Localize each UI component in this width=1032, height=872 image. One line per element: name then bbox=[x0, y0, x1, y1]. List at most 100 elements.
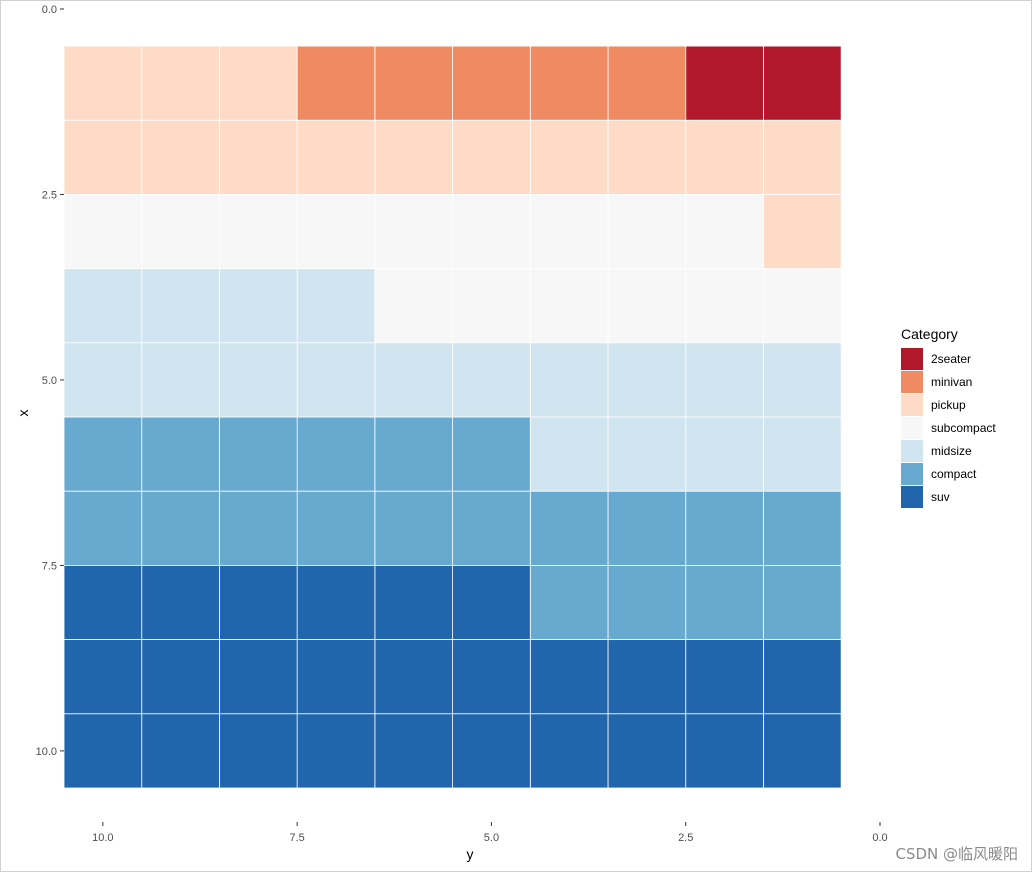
y-tick-label: 5.0 bbox=[42, 375, 57, 387]
heatmap-cell bbox=[763, 416, 842, 492]
x-axis-title: y bbox=[467, 846, 474, 862]
heatmap-cell bbox=[141, 268, 220, 344]
y-tick-label: 10.0 bbox=[36, 746, 57, 758]
heatmap-cell bbox=[685, 194, 764, 270]
heatmap-cell bbox=[529, 268, 609, 344]
heatmap-cell bbox=[529, 119, 609, 195]
heatmap-cell bbox=[374, 639, 453, 715]
x-axis: 10.0 7.5 5.0 2.5 0.0 bbox=[92, 822, 888, 844]
heatmap-cell bbox=[607, 565, 687, 641]
heatmap-cell bbox=[452, 268, 531, 344]
legend: Category 2seater minivan pickup subcompact m… bbox=[901, 326, 996, 508]
heatmap-cell bbox=[141, 490, 220, 566]
heatmap-cell bbox=[296, 342, 376, 418]
heatmap-cell bbox=[685, 45, 764, 121]
heatmap-cell bbox=[607, 490, 687, 566]
heatmap-cell bbox=[296, 565, 376, 641]
heatmap-cell bbox=[63, 119, 143, 195]
heatmap-cell bbox=[607, 639, 687, 715]
heatmap-cell bbox=[296, 194, 376, 270]
heatmap-cell bbox=[296, 119, 376, 195]
heatmap-cell bbox=[452, 639, 531, 715]
heatmap-cell bbox=[607, 713, 687, 789]
heatmap-cell bbox=[607, 342, 687, 418]
heatmap-cell bbox=[607, 416, 687, 492]
heatmap-cell bbox=[374, 565, 453, 641]
heatmap-cell bbox=[63, 342, 143, 418]
heatmap-cell bbox=[63, 639, 143, 715]
heatmap-cell bbox=[374, 119, 453, 195]
legend-label-subcompact: subcompact bbox=[931, 421, 996, 435]
x-tick-label: 10.0 bbox=[92, 832, 113, 844]
heatmap-cell bbox=[529, 194, 609, 270]
heatmap-cell bbox=[141, 342, 220, 418]
heatmap-cell bbox=[685, 342, 764, 418]
heatmap-cell bbox=[141, 565, 220, 641]
legend-swatch-minivan bbox=[901, 371, 923, 393]
heatmap-cell bbox=[63, 490, 143, 566]
heatmap-cell bbox=[685, 268, 764, 344]
heatmap-cell bbox=[219, 45, 298, 121]
heatmap-cell bbox=[219, 639, 298, 715]
heatmap-cell bbox=[452, 713, 531, 789]
legend-swatch-2seater bbox=[901, 348, 923, 370]
heatmap-cell bbox=[374, 490, 453, 566]
heatmap-cell bbox=[374, 45, 453, 121]
x-tick-label: 2.5 bbox=[678, 832, 693, 844]
heatmap-cell bbox=[529, 45, 609, 121]
heatmap-cell bbox=[607, 194, 687, 270]
heatmap-cell bbox=[452, 194, 531, 270]
heatmap-cell bbox=[763, 713, 842, 789]
heatmap-cell bbox=[607, 119, 687, 195]
heatmap-cell bbox=[452, 490, 531, 566]
heatmap-cell bbox=[763, 565, 842, 641]
heatmap-cell bbox=[63, 713, 143, 789]
heatmap-cell bbox=[63, 416, 143, 492]
heatmap-cell bbox=[63, 45, 143, 121]
y-tick-label: 0.0 bbox=[42, 4, 57, 16]
heatmap-cell bbox=[141, 713, 220, 789]
heatmap-cell bbox=[296, 713, 376, 789]
heatmap-cell bbox=[63, 565, 143, 641]
heatmap-cell bbox=[374, 342, 453, 418]
heatmap-cell bbox=[529, 565, 609, 641]
heatmap-cell bbox=[219, 416, 298, 492]
heatmap-cell bbox=[374, 416, 453, 492]
heatmap-cell bbox=[685, 639, 764, 715]
heatmap-cell bbox=[141, 45, 220, 121]
heatmap-cell bbox=[685, 565, 764, 641]
heatmap-cell bbox=[452, 342, 531, 418]
heatmap-cell bbox=[763, 268, 842, 344]
heatmap-cell bbox=[529, 490, 609, 566]
heatmap-cells bbox=[63, 45, 842, 789]
heatmap-cell bbox=[219, 119, 298, 195]
heatmap-cell bbox=[141, 639, 220, 715]
heatmap-cell bbox=[685, 119, 764, 195]
heatmap-cell bbox=[374, 713, 453, 789]
heatmap-cell bbox=[685, 490, 764, 566]
heatmap-cell bbox=[763, 639, 842, 715]
heatmap-cell bbox=[763, 194, 842, 270]
heatmap-cell bbox=[763, 490, 842, 566]
heatmap-cell bbox=[529, 713, 609, 789]
legend-label-suv: suv bbox=[931, 490, 950, 504]
y-tick-label: 2.5 bbox=[42, 189, 57, 201]
legend-title: Category bbox=[901, 326, 958, 342]
legend-swatch-pickup bbox=[901, 394, 923, 416]
y-axis-title: x bbox=[15, 410, 31, 417]
x-tick-label: 0.0 bbox=[872, 832, 887, 844]
heatmap-cell bbox=[763, 342, 842, 418]
heatmap-cell bbox=[219, 194, 298, 270]
heatmap-cell bbox=[529, 639, 609, 715]
heatmap-cell bbox=[296, 490, 376, 566]
heatmap-cell bbox=[452, 45, 531, 121]
heatmap-cell bbox=[296, 45, 376, 121]
legend-swatch-subcompact bbox=[901, 417, 923, 439]
legend-label-minivan: minivan bbox=[931, 375, 972, 389]
heatmap-cell bbox=[685, 713, 764, 789]
legend-label-2seater: 2seater bbox=[931, 352, 971, 366]
legend-swatch-compact bbox=[901, 463, 923, 485]
heatmap-cell bbox=[452, 416, 531, 492]
heatmap-cell bbox=[63, 268, 143, 344]
